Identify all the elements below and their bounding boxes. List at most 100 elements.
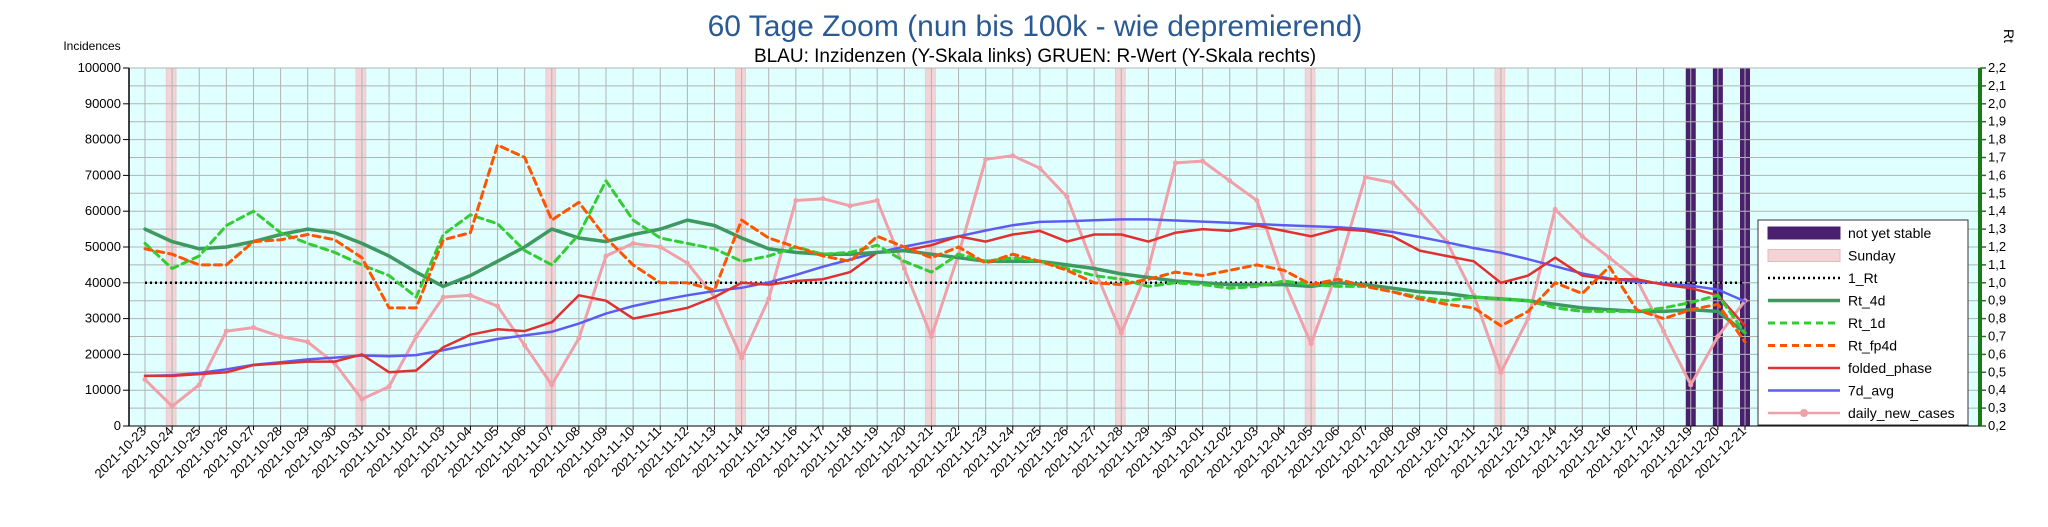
- series-line-folded-phase: [143, 224, 1747, 378]
- point-daily-new-cases: [630, 240, 636, 246]
- left-axis-tick-label: 80000: [85, 132, 121, 147]
- right-axis-tick-label: 1,4: [1988, 203, 2006, 218]
- point-daily-new-cases: [467, 292, 473, 298]
- right-axis-tick-label: 0,2: [1988, 418, 2006, 433]
- right-axis-tick-label: 0,6: [1988, 346, 2006, 361]
- point-daily-new-cases: [1661, 328, 1667, 334]
- right-axis-tick-label: 0,7: [1988, 329, 2006, 344]
- legend-label: not yet stable: [1848, 225, 1931, 241]
- left-axis-tick-label: 70000: [85, 167, 121, 182]
- right-axis-tick-label: 1,7: [1988, 150, 2006, 165]
- point-daily-new-cases: [196, 382, 202, 388]
- point-daily-new-cases: [1254, 197, 1260, 203]
- point-daily-new-cases: [1118, 330, 1124, 336]
- legend-label: 7d_avg: [1848, 383, 1894, 399]
- right-axis-tick-label: 1,0: [1988, 275, 2006, 290]
- point-daily-new-cases: [142, 376, 148, 382]
- legend-label: Rt_4d: [1848, 293, 1885, 309]
- point-daily-new-cases: [766, 296, 772, 302]
- point-daily-new-cases: [1037, 165, 1043, 171]
- right-axis-tick-label: 0,5: [1988, 364, 2006, 379]
- point-daily-new-cases: [1498, 369, 1504, 375]
- point-daily-new-cases: [793, 197, 799, 203]
- left-axis-tick-label: 10000: [85, 382, 121, 397]
- point-daily-new-cases: [169, 403, 175, 409]
- right-axis-tick-label: 0,8: [1988, 311, 2006, 326]
- left-axis-tick-label: 60000: [85, 203, 121, 218]
- point-daily-new-cases: [549, 382, 555, 388]
- legend-swatch-daily-new-cases-marker: [1800, 409, 1808, 417]
- point-daily-new-cases: [1308, 341, 1314, 347]
- series-layer: [142, 143, 1748, 409]
- point-daily-new-cases: [1335, 265, 1341, 271]
- chart-title: 60 Tage Zoom (nun bis 100k - wie depremi…: [708, 10, 1363, 43]
- legend-items: not yet stable Sunday 1_Rt Rt_4d Rt_1d Rt_fp4…: [1767, 225, 1955, 421]
- right-axis-tick-label: 1,9: [1988, 114, 2006, 129]
- point-daily-new-cases: [495, 303, 501, 309]
- right-axis-tick-label: 0,3: [1988, 400, 2006, 415]
- point-daily-new-cases: [1173, 160, 1179, 166]
- point-daily-new-cases: [1227, 178, 1233, 184]
- point-daily-new-cases: [223, 328, 229, 334]
- point-daily-new-cases: [1525, 316, 1531, 322]
- legend-swatch-sunday: [1767, 249, 1841, 262]
- chart-subtitle: BLAU: Inzidenzen (Y-Skala links) GRUEN: …: [754, 46, 1316, 67]
- point-daily-new-cases: [250, 325, 256, 331]
- plot-area: [128, 67, 1981, 427]
- point-daily-new-cases: [1064, 194, 1070, 200]
- legend-label: Rt_fp4d: [1848, 338, 1897, 354]
- point-daily-new-cases: [576, 335, 582, 341]
- right-axis-tick-label: 2,0: [1988, 96, 2006, 111]
- legend: not yet stable Sunday 1_Rt Rt_4d Rt_1d Rt_fp4…: [1757, 219, 1969, 426]
- right-axis-tick-label: 2,2: [1988, 60, 2006, 75]
- left-axis-tick-label: 20000: [85, 346, 121, 361]
- point-daily-new-cases: [1200, 158, 1206, 164]
- point-daily-new-cases: [1010, 153, 1016, 159]
- point-daily-new-cases: [1715, 334, 1721, 339]
- series-line-rt-1d: [143, 179, 1747, 335]
- left-axis-label: Incidences: [63, 39, 120, 53]
- point-daily-new-cases: [1688, 382, 1694, 388]
- x-axis: 2021-10-232021-10-242021-10-252021-10-26…: [91, 424, 1980, 481]
- series-line-daily-new-cases: [143, 154, 1747, 408]
- point-daily-new-cases: [657, 244, 663, 250]
- point-daily-new-cases: [874, 197, 880, 203]
- right-axis-tick-label: 1,2: [1988, 239, 2006, 254]
- right-axis-tick-label: 1,3: [1988, 221, 2006, 236]
- point-daily-new-cases: [522, 342, 528, 348]
- right-axis-tick-label: 1,6: [1988, 167, 2006, 182]
- point-daily-new-cases: [440, 294, 446, 300]
- point-daily-new-cases: [1145, 265, 1151, 271]
- left-axis-tick-label: 90000: [85, 96, 121, 111]
- legend-label: Sunday: [1848, 248, 1895, 264]
- right-axis-tick-label: 0,9: [1988, 293, 2006, 308]
- series-line-7d-avg: [143, 218, 1747, 378]
- point-daily-new-cases: [1579, 233, 1585, 239]
- point-daily-new-cases: [739, 355, 745, 361]
- right-axis-tick-label: 1,1: [1988, 257, 2006, 272]
- point-daily-new-cases: [1417, 208, 1423, 214]
- point-daily-new-cases: [359, 396, 365, 402]
- right-axis-label: Rt: [2001, 29, 2017, 43]
- left-axis-tick-label: 40000: [85, 275, 121, 290]
- right-axis: 0,2 0,3 0,4 0,5 0,6 0,7 0,8 0,9 1,0 1,1 1,2 1,3 1,4 1…: [1978, 60, 2006, 433]
- legend-label: daily_new_cases: [1848, 405, 1955, 421]
- point-daily-new-cases: [413, 334, 419, 339]
- point-daily-new-cases: [847, 203, 853, 209]
- legend-label: 1_Rt: [1848, 270, 1878, 286]
- point-daily-new-cases: [1362, 174, 1368, 180]
- legend-swatch-not-yet-stable: [1767, 226, 1841, 240]
- right-axis-tick-label: 1,8: [1988, 132, 2006, 147]
- point-daily-new-cases: [603, 253, 609, 259]
- left-axis-tick-label: 30000: [85, 311, 121, 326]
- left-axis-tick-label: 100000: [78, 60, 121, 75]
- left-axis-tick-label: 0: [114, 418, 121, 433]
- point-daily-new-cases: [278, 334, 284, 339]
- point-daily-new-cases: [901, 265, 907, 271]
- point-daily-new-cases: [928, 334, 934, 339]
- right-axis-tick-label: 2,1: [1988, 78, 2006, 93]
- right-axis-tick-label: 1,5: [1988, 185, 2006, 200]
- point-daily-new-cases: [305, 339, 311, 345]
- point-daily-new-cases: [1606, 255, 1612, 261]
